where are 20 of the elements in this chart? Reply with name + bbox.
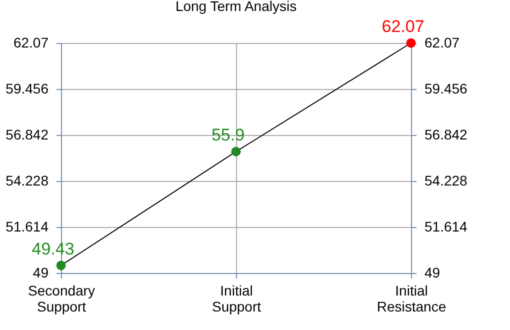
y2-tick-label: 56.842	[424, 126, 468, 142]
chart-title: Long Term Analysis	[175, 0, 297, 14]
data-label: 62.07	[382, 17, 424, 36]
x-tick-label: Secondary Support	[28, 282, 95, 314]
y-tick-label: 54.228	[6, 172, 49, 188]
y-tick-label: 49	[32, 264, 49, 280]
y-tick-label: 51.614	[6, 218, 49, 234]
point	[231, 146, 241, 156]
y-tick-label: 56.842	[6, 126, 49, 142]
y-tick-label: 62.07	[13, 34, 49, 50]
y2-tick-label: 54.228	[424, 172, 468, 188]
y2-tick-label: 51.614	[424, 218, 468, 234]
x-tick-label: Initial Support	[212, 282, 262, 314]
y2-tick-label: 59.456	[424, 80, 468, 96]
y2-tick-label: 62.07	[424, 34, 460, 50]
data-label: 55.9	[211, 126, 245, 145]
point	[56, 260, 66, 270]
y2-tick-label: 49	[424, 264, 440, 280]
y-tick-label: 59.456	[6, 80, 49, 96]
x-tick-label: Initial Resistance	[376, 282, 446, 314]
